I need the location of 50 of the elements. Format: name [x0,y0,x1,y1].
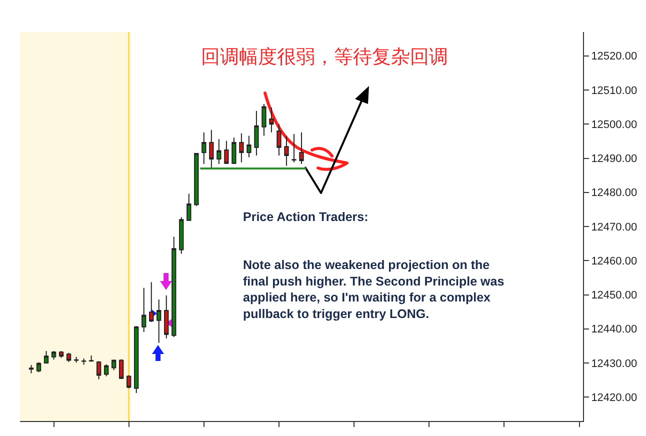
y-tick-label: 12500.00 [591,118,638,131]
candlestick [299,132,304,165]
y-tick-label: 12440.00 [591,324,638,336]
candlestick [239,132,244,163]
y-tick-label: 12420.00 [591,392,638,404]
y-tick-label: 12470.00 [591,221,638,234]
candlestick [172,236,176,338]
candlestick [292,134,296,163]
candlestick [126,374,132,389]
candlestick [119,358,124,380]
candlestick [96,360,102,380]
candlestick [134,326,139,394]
y-tick-label: 12510.00 [591,84,638,97]
candlestick [66,352,72,362]
candlestick [58,350,64,358]
annotation: 回调幅度很弱，等待复杂回调 [201,46,448,68]
candlestick [44,350,49,364]
candlestick [216,138,222,165]
y-tick-label: 12480.00 [591,187,638,200]
candlestick [186,193,192,221]
candlestick [209,129,214,170]
candlestick [254,110,259,156]
candlestick [164,294,169,339]
y-tick-label: 12450.00 [591,290,638,302]
candlestick [179,216,184,254]
annotation: Note also the weakened projection on the final push higher. The Second Principle was applied here, so I'm waiting for a complex pullback to trigger entry LONG. [243,258,504,321]
y-tick-label: 12490.00 [591,153,638,166]
candlestick [232,136,236,165]
y-tick-label: 12460.00 [591,255,638,268]
candlestick [88,354,94,362]
candlestick [276,124,282,156]
y-tick-label: 12520.00 [591,50,638,63]
y-tick-label: 12430.00 [591,358,638,370]
candlestick [74,356,79,364]
candlestick [111,359,116,371]
candlestick [51,350,56,360]
candlestick [202,132,206,165]
candlestick [224,140,229,165]
candlestick [284,135,289,166]
annotation: Price Action Traders: [243,210,368,224]
candlestick [262,104,266,136]
candlestick [156,299,162,344]
candlestick [142,287,146,332]
candlestick [81,358,86,366]
candlestick [246,135,252,158]
candlestick [36,362,42,373]
candlestick [269,106,274,133]
candlestick [194,152,199,207]
candlestick [28,364,34,374]
candlestick [104,364,109,377]
